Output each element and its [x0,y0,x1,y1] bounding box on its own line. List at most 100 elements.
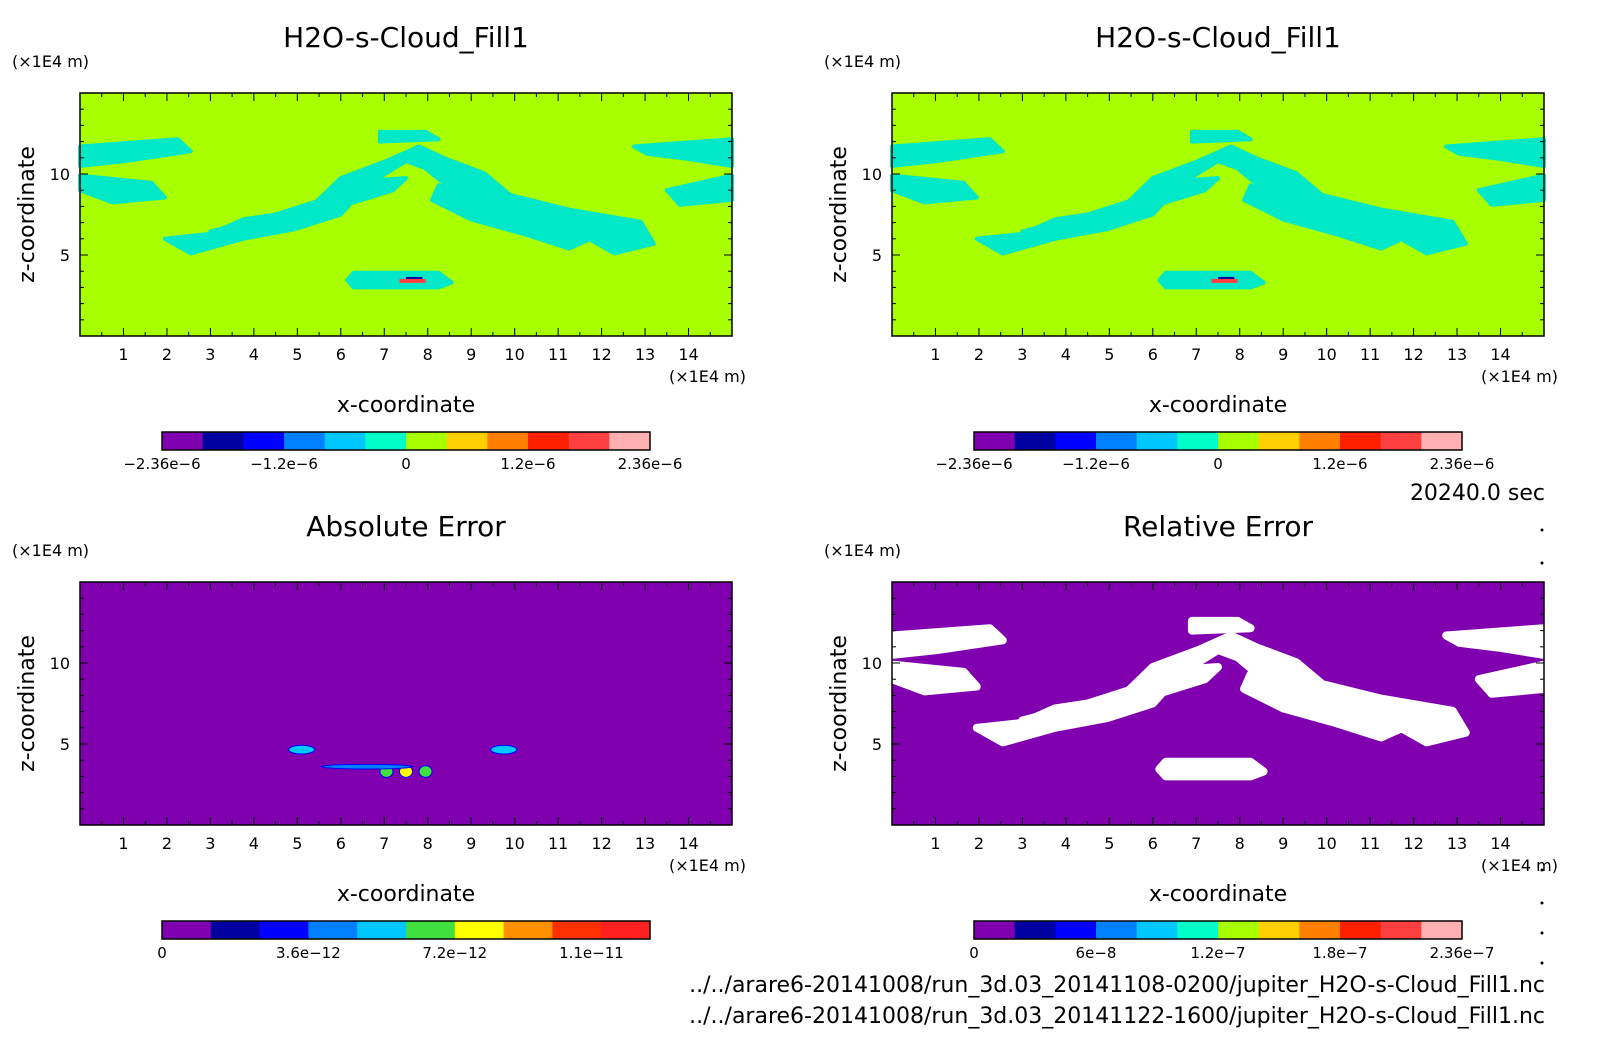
field-band-3 [1444,137,1546,168]
colorbar-swatch [1096,921,1138,939]
colorbar-frame [161,431,651,451]
field-band-6 [1018,663,1222,737]
colorbar-swatch [284,432,326,450]
y-axis-label: z-coordinate [827,635,852,772]
x-tick-label: 6 [336,345,346,364]
colorbar-swatch [1258,432,1300,450]
x-tick-label: 4 [1061,834,1071,853]
colorbar-frame [161,920,651,940]
chart-title: H2O-s-Cloud_Fill1 [1095,21,1341,54]
x-tick-label: 1 [930,834,940,853]
field-band-7 [430,183,604,251]
colorbar-swatch [503,921,553,939]
colorbar-swatch [446,432,488,450]
error-spot-2 [490,744,518,755]
x-tick-label: 6 [336,834,346,853]
colorbar-label: 0 [969,944,979,962]
x-tick-label: 14 [678,345,698,364]
colorbar-swatch [1218,921,1260,939]
colorbar-swatch [487,432,529,450]
x-tick-label: 9 [1278,345,1288,364]
x-tick-label: 8 [1235,345,1245,364]
colorbar-swatch [365,432,407,450]
colorbar-label: 1.2e−6 [500,455,555,473]
colorbar-swatch [1177,432,1219,450]
colorbar-swatch [1218,432,1260,450]
x-axis-label: x-coordinate [1149,393,1287,418]
dot-column [1540,528,1544,965]
colorbar-swatch [1421,432,1463,450]
y-unit-label: (×1E4 m) [12,52,89,71]
x-tick-label: 3 [1017,834,1027,853]
colorbar-swatch [1340,921,1382,939]
y-tick-label: 10 [50,165,70,184]
field-band-9 [1189,129,1253,144]
x-tick-label: 5 [292,834,302,853]
y-tick-label: 5 [872,246,882,265]
x-tick-label: 10 [1316,345,1336,364]
colorbar-swatch [454,921,505,939]
x-tick-label: 11 [1360,345,1380,364]
colorbar-swatch [1380,921,1422,939]
y-tick-label: 10 [50,654,70,673]
colorbar-swatch [552,921,602,939]
x-tick-label: 13 [1447,834,1467,853]
colorbar-swatch [1421,921,1463,939]
colorbar-swatch [202,432,244,450]
y-axis-label: z-coordinate [15,146,40,283]
plot-area [892,93,1544,336]
x-tick-label: 11 [548,345,568,364]
colorbar-swatch [1258,921,1300,939]
y-axis-label: z-coordinate [15,635,40,772]
x-tick-label: 13 [635,834,655,853]
x-tick-label: 3 [205,345,215,364]
colorbar-swatch [568,432,610,450]
x-tick-label: 7 [1191,345,1201,364]
colorbar-label: −1.2e−6 [1062,455,1130,473]
field-band-7 [1240,670,1418,742]
x-tick-label: 4 [249,834,259,853]
x-axis-label: x-coordinate [337,393,475,418]
field-trough [1218,276,1235,279]
x-tick-label: 7 [1191,834,1201,853]
colorbar-swatch [1299,432,1341,450]
x-tick-label: 5 [292,345,302,364]
colorbar-swatch [210,921,261,939]
colorbar-swatch [1340,432,1382,450]
x-tick-label: 7 [379,834,389,853]
field-band-8 [1157,270,1266,290]
colorbar-swatch [1014,432,1056,450]
x-tick-label: 10 [504,345,524,364]
chart-title: H2O-s-Cloud_Fill1 [283,21,529,54]
x-tick-label: 6 [1148,345,1158,364]
file-path-1: ../../arare6-20141008/run_3d.03_20141108… [689,973,1545,998]
colorbar-label: −2.36e−6 [123,455,200,473]
y-tick-label: 10 [862,654,882,673]
plot-area [80,93,732,336]
y-tick-label: 10 [862,165,882,184]
field-band-8 [1155,757,1268,781]
y-unit-label: (×1E4 m) [824,52,901,71]
colorbar-swatch [406,432,448,450]
colorbar-label: 7.2e−12 [422,944,487,962]
field-peak [399,278,426,283]
field-band-3 [632,137,734,168]
file-path-2: ../../arare6-20141008/run_3d.03_20141122… [689,1004,1545,1029]
x-tick-label: 9 [466,834,476,853]
colorbar-label: 0 [401,455,411,473]
colorbar-swatch [609,432,651,450]
x-tick-label: 4 [1061,345,1071,364]
colorbar-label: 1.1e−11 [559,944,624,962]
x-tick-label: 5 [1104,345,1114,364]
x-unit-label: (×1E4 m) [669,856,746,875]
field-band-6 [208,176,408,246]
x-tick-label: 2 [162,345,172,364]
colorbar-label: 6e−8 [1076,944,1117,962]
colorbar-swatch [259,921,309,939]
x-tick-label: 3 [205,834,215,853]
x-tick-label: 9 [1278,834,1288,853]
colorbar-swatch [1177,921,1219,939]
field-band-6 [1020,176,1220,246]
x-tick-label: 5 [1104,834,1114,853]
